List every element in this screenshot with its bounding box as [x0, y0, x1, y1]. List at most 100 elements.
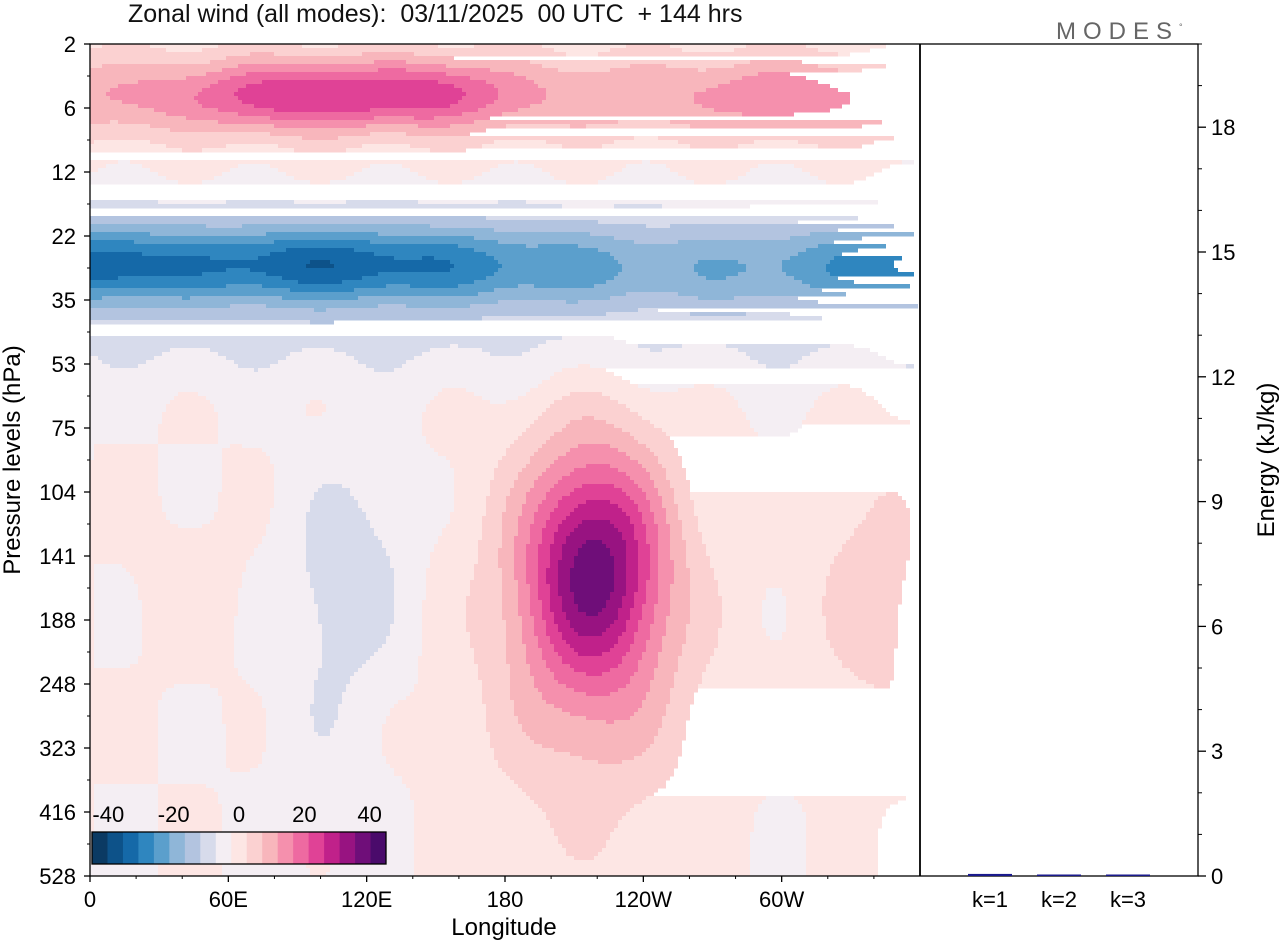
field-cell — [162, 416, 218, 421]
field-cell — [90, 340, 546, 345]
field-cell — [490, 352, 522, 357]
wind-field — [90, 44, 918, 876]
field-cell — [390, 624, 422, 629]
field-cell — [478, 552, 498, 557]
field-cell — [222, 868, 310, 873]
field-cell — [634, 756, 678, 761]
field-cell — [226, 756, 262, 761]
field-cell — [242, 580, 310, 585]
field-cell — [378, 304, 406, 309]
field-cell — [446, 64, 542, 69]
field-cell — [718, 632, 766, 637]
field-cell — [710, 656, 838, 661]
field-cell — [466, 620, 506, 625]
field-cell — [322, 636, 386, 641]
field-cell — [258, 544, 306, 549]
field-cell — [826, 616, 898, 621]
field-cell — [562, 656, 622, 661]
field-cell — [90, 204, 562, 209]
field-cell — [558, 580, 570, 585]
field-cell — [530, 540, 542, 545]
field-cell — [226, 732, 266, 737]
field-cell — [90, 380, 542, 385]
field-cell — [90, 252, 142, 257]
field-cell — [282, 296, 358, 301]
field-cell — [826, 264, 894, 269]
field-cell — [530, 456, 558, 461]
field-cell — [134, 576, 242, 581]
field-cell — [390, 560, 430, 565]
field-cell — [530, 612, 542, 617]
field-cell — [90, 544, 258, 549]
field-cell — [526, 648, 542, 653]
field-cell — [578, 632, 602, 637]
field-cell — [574, 468, 618, 473]
field-cell — [274, 468, 454, 473]
field-cell — [426, 176, 474, 181]
field-cell — [350, 676, 418, 681]
field-cell — [218, 496, 274, 501]
field-cell — [222, 828, 414, 833]
field-cell — [706, 88, 838, 93]
field-cell — [306, 556, 390, 561]
field-cell — [94, 792, 158, 797]
field-cell — [454, 504, 486, 509]
field-cell — [110, 88, 202, 93]
field-cell — [754, 816, 806, 821]
field-cell — [90, 44, 102, 49]
field-cell — [418, 676, 478, 681]
field-cell — [542, 100, 694, 105]
field-cell — [90, 596, 94, 601]
field-cell — [390, 712, 486, 717]
field-cell — [538, 564, 550, 569]
field-cell — [766, 364, 790, 369]
field-cell — [658, 552, 670, 557]
field-cell — [574, 564, 614, 569]
field-cell — [202, 272, 266, 277]
field-cell — [534, 632, 546, 637]
field-cell — [186, 76, 230, 81]
field-cell — [538, 592, 550, 597]
field-cell — [486, 512, 502, 517]
field-cell — [690, 616, 722, 621]
field-cell — [622, 428, 662, 433]
field-cell — [342, 280, 474, 285]
field-cell — [626, 568, 638, 573]
field-cell — [638, 624, 650, 629]
field-cell — [578, 652, 602, 657]
field-cell — [642, 604, 654, 609]
field-cell — [402, 780, 514, 785]
field-cell — [94, 636, 142, 641]
field-cell — [534, 284, 594, 289]
field-cell — [558, 680, 630, 685]
field-cell — [486, 704, 514, 709]
field-cell — [94, 580, 134, 585]
field-cell — [650, 348, 662, 353]
field-cell — [90, 160, 118, 165]
field-cell — [386, 636, 422, 641]
field-cell — [674, 572, 690, 577]
y-tick-label: 188 — [39, 608, 76, 633]
field-cell — [90, 124, 150, 129]
field-cell — [518, 284, 534, 289]
field-cell — [502, 264, 622, 269]
field-cell — [422, 612, 466, 617]
field-cell — [210, 84, 246, 89]
field-cell — [90, 624, 94, 629]
field-cell — [306, 552, 386, 557]
field-cell — [706, 548, 842, 553]
field-cell — [142, 252, 270, 257]
field-cell — [598, 852, 750, 857]
field-cell — [262, 448, 434, 453]
field-cell — [562, 596, 574, 601]
field-cell — [518, 524, 530, 529]
field-cell — [298, 280, 342, 285]
field-cell — [834, 560, 906, 565]
field-cell — [526, 244, 538, 249]
field-cell — [158, 440, 218, 445]
field-cell — [158, 736, 226, 741]
field-cell — [414, 684, 482, 689]
field-cell — [270, 456, 446, 461]
field-cell — [834, 256, 902, 261]
field-cell — [90, 256, 210, 261]
